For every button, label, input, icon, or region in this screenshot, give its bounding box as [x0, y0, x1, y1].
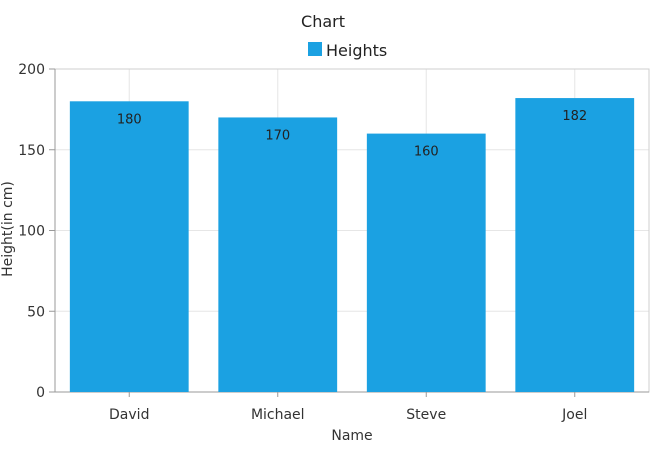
legend-label: Heights [326, 41, 387, 60]
data-label: 180 [117, 112, 142, 127]
bars [69, 98, 635, 393]
chart-title: Chart [301, 12, 345, 31]
data-labels: 180 170 160 182 [117, 109, 587, 160]
y-axis: 0 50 100 150 200 [18, 62, 56, 401]
data-label: 160 [414, 145, 439, 160]
x-tick-label: Joel [561, 407, 587, 423]
y-axis-title: Height(in cm) [0, 181, 16, 277]
bar-michael[interactable] [218, 117, 338, 392]
x-tick-label: David [109, 407, 149, 423]
x-tick-label: Michael [251, 407, 305, 423]
y-tick-label: 100 [18, 224, 45, 240]
bar-david[interactable] [69, 101, 189, 393]
data-label: 170 [265, 128, 290, 143]
legend-swatch [308, 42, 322, 56]
x-tick-label: Steve [406, 407, 446, 423]
y-tick-label: 0 [36, 385, 45, 401]
y-tick-label: 200 [18, 62, 45, 78]
data-label: 182 [562, 109, 587, 124]
legend[interactable]: Heights [308, 41, 387, 60]
x-axis: David Michael Steve Joel [55, 391, 649, 423]
y-tick-label: 50 [27, 304, 45, 320]
y-tick-label: 150 [18, 143, 45, 159]
x-axis-title: Name [331, 428, 372, 444]
bar-joel[interactable] [515, 98, 635, 392]
bar-steve[interactable] [366, 133, 486, 392]
